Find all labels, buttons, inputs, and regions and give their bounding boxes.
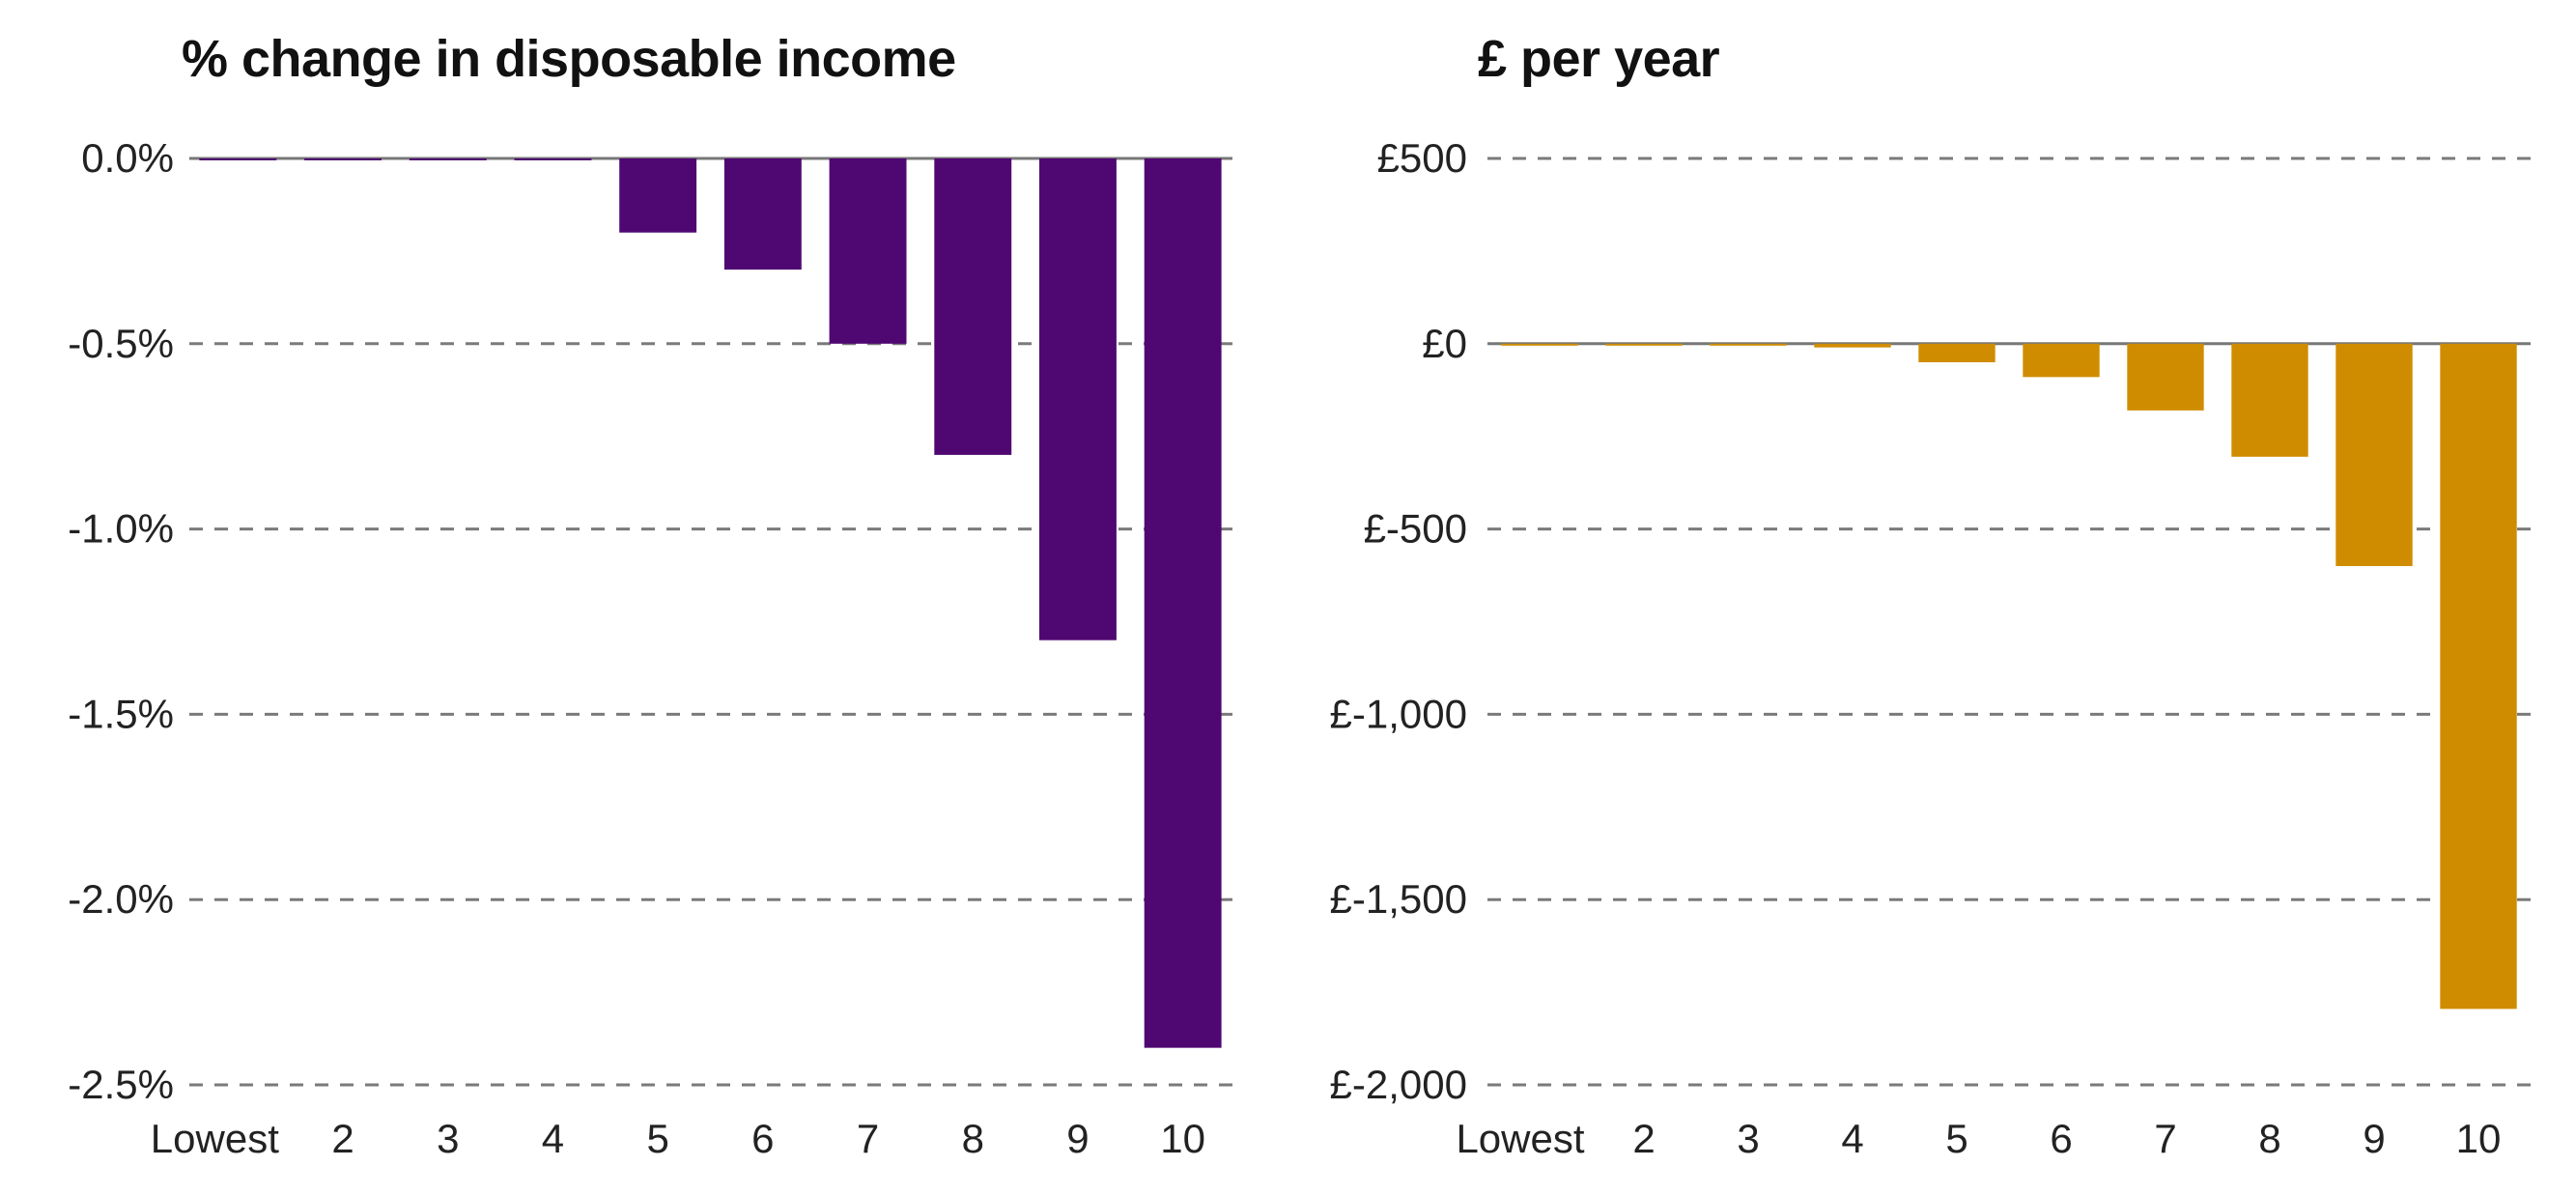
right-y-tick-label: £-2,000 — [1330, 1062, 1467, 1107]
left-y-tick-label: -0.5% — [68, 321, 174, 366]
left-category-label: Lowest — [151, 1116, 279, 1161]
right-y-tick-label: £0 — [1422, 321, 1467, 366]
left-bar-4 — [514, 158, 592, 160]
left-y-tick-label: -1.5% — [68, 691, 174, 736]
left-category-label: 5 — [646, 1116, 668, 1161]
left-y-tick-label: 0.0% — [81, 135, 174, 181]
right-category-label: 8 — [2258, 1116, 2280, 1161]
right-y-tick-label: £-500 — [1364, 506, 1467, 552]
left-bar-10 — [1144, 158, 1222, 1048]
left-bar-9 — [1039, 158, 1117, 640]
left-bar-5 — [619, 158, 697, 233]
right-bar-2 — [1605, 343, 1683, 346]
right-bar-9 — [2335, 343, 2413, 566]
left-category-label: 8 — [962, 1116, 984, 1161]
left-chart: 0.0% -0.5% -1.0% -1.5% -2.0% -2.5% Lowest 2 3 4 5 6… — [68, 135, 1232, 1161]
right-category-label: 3 — [1737, 1116, 1759, 1161]
left-y-tick-label: -2.0% — [68, 876, 174, 922]
right-category-label: 6 — [2050, 1116, 2072, 1161]
left-category-label: 4 — [542, 1116, 564, 1161]
left-category-label: 3 — [437, 1116, 459, 1161]
right-bar-8 — [2231, 343, 2308, 457]
right-category-label: 4 — [1841, 1116, 1863, 1161]
right-bar-3 — [1710, 343, 1787, 346]
right-category-label: 10 — [2456, 1116, 2502, 1161]
right-category-label: Lowest — [1456, 1116, 1584, 1161]
right-bar-1 — [1501, 343, 1578, 346]
left-bar-7 — [829, 158, 907, 344]
right-category-label: 7 — [2154, 1116, 2176, 1161]
right-category-label: 5 — [1945, 1116, 1967, 1161]
left-chart-title: % change in disposable income — [182, 30, 956, 88]
right-bar-4 — [1814, 343, 1891, 348]
left-category-label: 6 — [751, 1116, 774, 1161]
right-bar-6 — [2023, 343, 2100, 378]
left-bar-6 — [723, 158, 802, 270]
left-bar-3 — [409, 158, 487, 160]
left-y-tick-label: -2.5% — [68, 1062, 174, 1107]
left-bar-8 — [934, 158, 1012, 455]
right-category-label: 9 — [2363, 1116, 2385, 1161]
right-y-tick-label: £-1,500 — [1330, 876, 1467, 922]
left-category-label: 10 — [1160, 1116, 1205, 1161]
left-category-label: 7 — [857, 1116, 879, 1161]
right-y-tick-label: £-1,000 — [1330, 691, 1467, 736]
right-bar-7 — [2127, 343, 2204, 411]
right-bar-5 — [1918, 343, 1996, 362]
right-category-label: 2 — [1632, 1116, 1655, 1161]
left-bar-1 — [199, 158, 277, 160]
left-category-label: 9 — [1066, 1116, 1089, 1161]
right-y-tick-label: £500 — [1377, 135, 1467, 181]
left-bar-2 — [304, 158, 382, 160]
left-category-label: 2 — [331, 1116, 354, 1161]
right-bar-10 — [2440, 343, 2517, 1010]
left-y-tick-label: -1.0% — [68, 506, 174, 552]
right-chart-title: £ per year — [1478, 30, 1720, 88]
